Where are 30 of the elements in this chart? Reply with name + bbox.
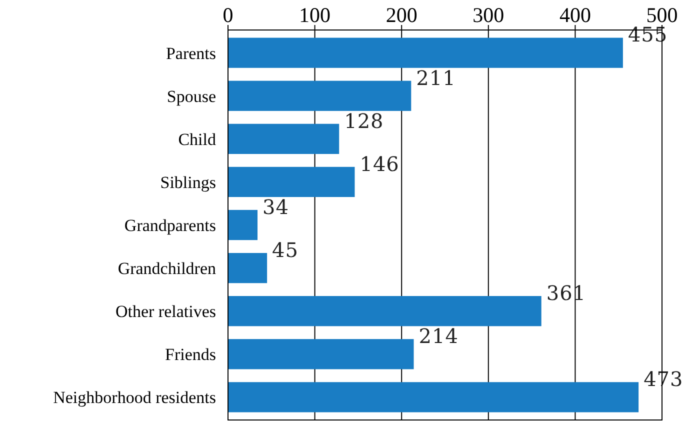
y-tick-label: Grandparents: [124, 216, 216, 235]
y-tick-label: Other relatives: [115, 302, 216, 322]
x-tick-label: 100: [299, 3, 331, 27]
data-label: 211: [416, 66, 456, 90]
x-tick-label: 500: [646, 3, 678, 27]
y-tick-label: Siblings: [160, 172, 216, 192]
x-tick-label: 200: [386, 3, 418, 27]
x-tick-label: 300: [472, 3, 504, 27]
x-tick-label: 0: [222, 3, 234, 27]
y-tick-label: Child: [178, 130, 216, 149]
bar: [228, 252, 268, 284]
y-tick-label: Spouse: [166, 86, 216, 106]
bar: [228, 339, 414, 370]
data-label: 128: [344, 108, 384, 133]
y-tick-label: Parents: [166, 44, 216, 63]
y-tick-label: Neighborhood residents: [53, 388, 216, 408]
data-label: 34: [262, 194, 289, 219]
bar: [228, 210, 258, 240]
x-tick-label: 400: [559, 3, 591, 27]
data-label: 146: [360, 152, 400, 176]
bar: [228, 80, 412, 111]
bar: [228, 296, 542, 326]
bar: [228, 124, 340, 154]
data-label: 214: [418, 324, 458, 348]
bar: [228, 166, 355, 198]
bar: [228, 38, 623, 68]
y-tick-label: Friends: [165, 345, 216, 364]
y-tick-label: Grandchildren: [118, 258, 216, 278]
bar: [228, 382, 639, 412]
data-label: 45: [272, 238, 299, 262]
